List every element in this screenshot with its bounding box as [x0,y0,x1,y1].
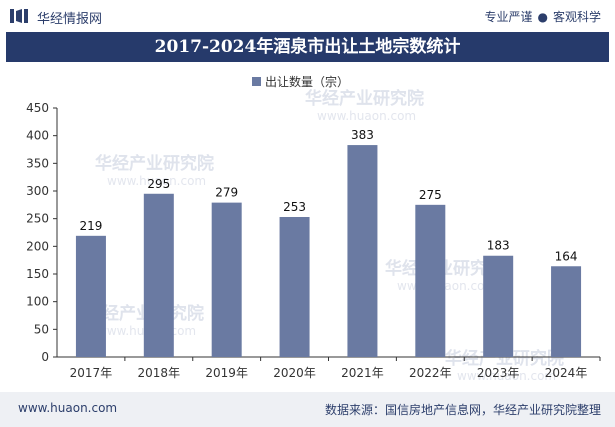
watermark-url: www.huaon.com [317,109,416,123]
chart-area: 华经产业研究院 www.huaon.com 华经产业研究院 www.huaon.com… [0,64,615,390]
legend-swatch [252,77,261,86]
tagline-left: 专业严谨 [484,10,533,24]
y-tick-label: 100 [26,295,49,309]
watermark-brand: 华经产业研究院 [445,348,564,369]
watermark-url: www.huaon.com [397,279,496,293]
tagline-separator: ● [537,10,548,24]
data-label: 164 [555,249,578,263]
y-tick-label: 50 [34,322,49,336]
data-label: 253 [283,200,306,214]
bar [483,255,514,357]
brand-name: 华经情报网 [37,12,103,27]
data-label: 383 [351,128,374,142]
y-tick-label: 0 [41,350,49,364]
bar-chart: 华经产业研究院www.huaon.com华经产业研究院www.huaon.com… [26,74,601,383]
x-tick-label: 2022年 [409,366,452,380]
watermark-url: www.huaon.com [457,369,556,383]
watermark-brand: 华经产业研究院 [305,88,424,109]
chart-title: 2017-2024年酒泉市出让土地宗数统计 [6,32,609,62]
watermark-url: www.huaon.com [107,174,206,188]
huajing-logo-icon [10,9,28,23]
data-label: 219 [79,219,102,233]
bar [211,202,242,357]
y-tick-label: 150 [26,267,49,281]
footer-source: 数据来源：国信房地产信息网，华经产业研究院整理 [324,403,601,417]
x-tick-label: 2018年 [138,366,181,380]
data-label: 295 [147,177,170,191]
y-tick-label: 450 [26,101,49,115]
top-bar: 华经情报网 专业严谨 ● 客观科学 [0,0,615,32]
data-label: 183 [487,239,510,253]
tagline-right: 客观科学 [552,10,601,24]
legend-label: 出让数量（宗） [265,74,349,89]
data-label: 275 [419,188,442,202]
x-tick-label: 2021年 [341,366,384,380]
bar [551,266,582,357]
y-tick-label: 250 [26,212,49,226]
bar [75,235,106,357]
tagline: 专业严谨 ● 客观科学 [484,8,601,25]
bar [279,217,310,357]
x-tick-label: 2024年 [545,366,588,380]
watermark-brand: 华经产业研究院 [95,153,214,174]
y-tick-label: 400 [26,129,49,143]
bar [415,204,446,357]
y-tick-label: 350 [26,156,49,170]
x-tick-label: 2019年 [205,366,248,380]
footer-site: www.huaon.com [18,401,118,415]
x-tick-label: 2020年 [273,366,316,380]
x-tick-label: 2017年 [70,366,113,380]
footer: www.huaon.com 数据来源：国信房地产信息网，华经产业研究院整理 [0,392,615,427]
data-label: 279 [215,186,238,200]
bar [347,145,378,357]
y-tick-label: 300 [26,184,49,198]
y-tick-label: 200 [26,239,49,253]
bar [143,193,174,357]
x-tick-label: 2023年 [477,366,520,380]
